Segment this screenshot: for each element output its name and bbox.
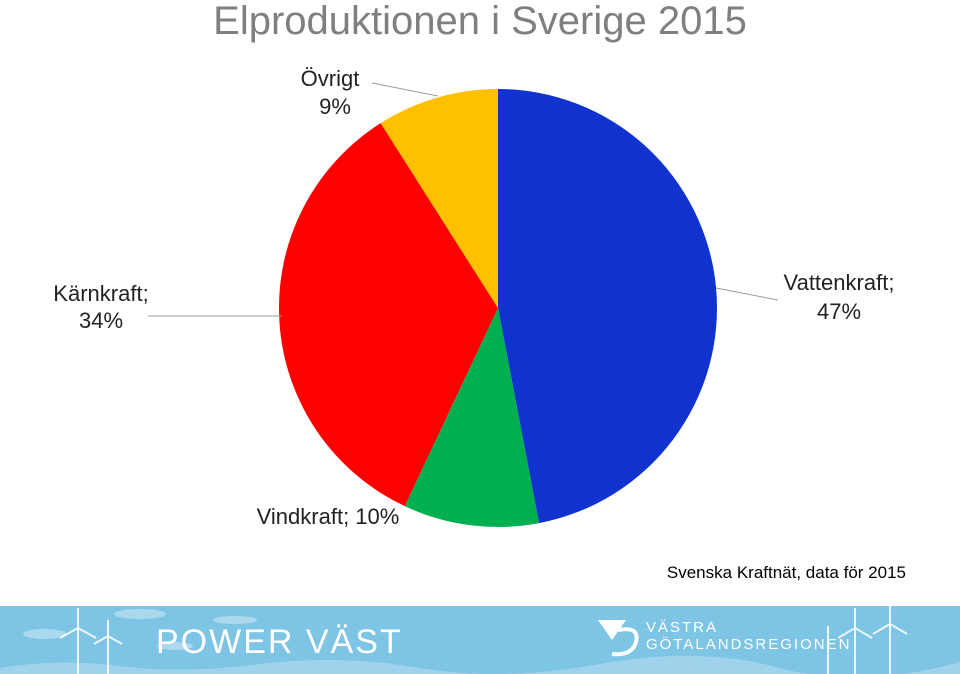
slice-label-ovrigt: Övrigt [301, 66, 360, 91]
vgr-logo-text: VÄSTRA GÖTALANDSREGIONEN [646, 619, 852, 653]
vgr-logo-icon [598, 620, 639, 657]
wind-turbine-icon [59, 608, 123, 674]
leader-lines [148, 82, 779, 317]
pie-slice-ovrigt [380, 89, 498, 308]
wind-turbine-icon [827, 606, 908, 674]
slice-label-karnkraft: Kärnkraft; [53, 281, 148, 306]
slice-label-vindkraft: Vindkraft; 10% [257, 504, 400, 529]
pie-chart: Vattenkraft; 47% Vindkraft; 10% Kärnkraf… [53, 66, 894, 529]
slice-value-vattenkraft: 47% [817, 299, 861, 324]
leader-line-vattenkraft [715, 287, 779, 301]
chart-title: Elproduktionen i Sverige 2015 [213, 0, 747, 43]
leader-line-ovrigt [371, 82, 439, 97]
cloud-icon [23, 609, 257, 650]
source-note: Svenska Kraftnät, data för 2015 [666, 563, 906, 582]
slice-label-vattenkraft: Vattenkraft; [784, 270, 895, 295]
footer-banner: POWER VÄST VÄSTRA GÖTALANDSREGIONEN [0, 606, 960, 674]
pie-slice-karnkraft [279, 123, 498, 507]
slice-value-ovrigt: 9% [319, 94, 351, 119]
slice-value-karnkraft: 34% [79, 308, 123, 333]
pie-slice-vattenkraft [498, 89, 717, 524]
pie-slice-vindkraft [404, 308, 540, 527]
power-vast-logo: POWER VÄST [156, 623, 403, 661]
footer-background [0, 606, 960, 674]
slice-labels: Vattenkraft; 47% Vindkraft; 10% Kärnkraf… [53, 66, 894, 529]
pie-slices [279, 89, 717, 527]
